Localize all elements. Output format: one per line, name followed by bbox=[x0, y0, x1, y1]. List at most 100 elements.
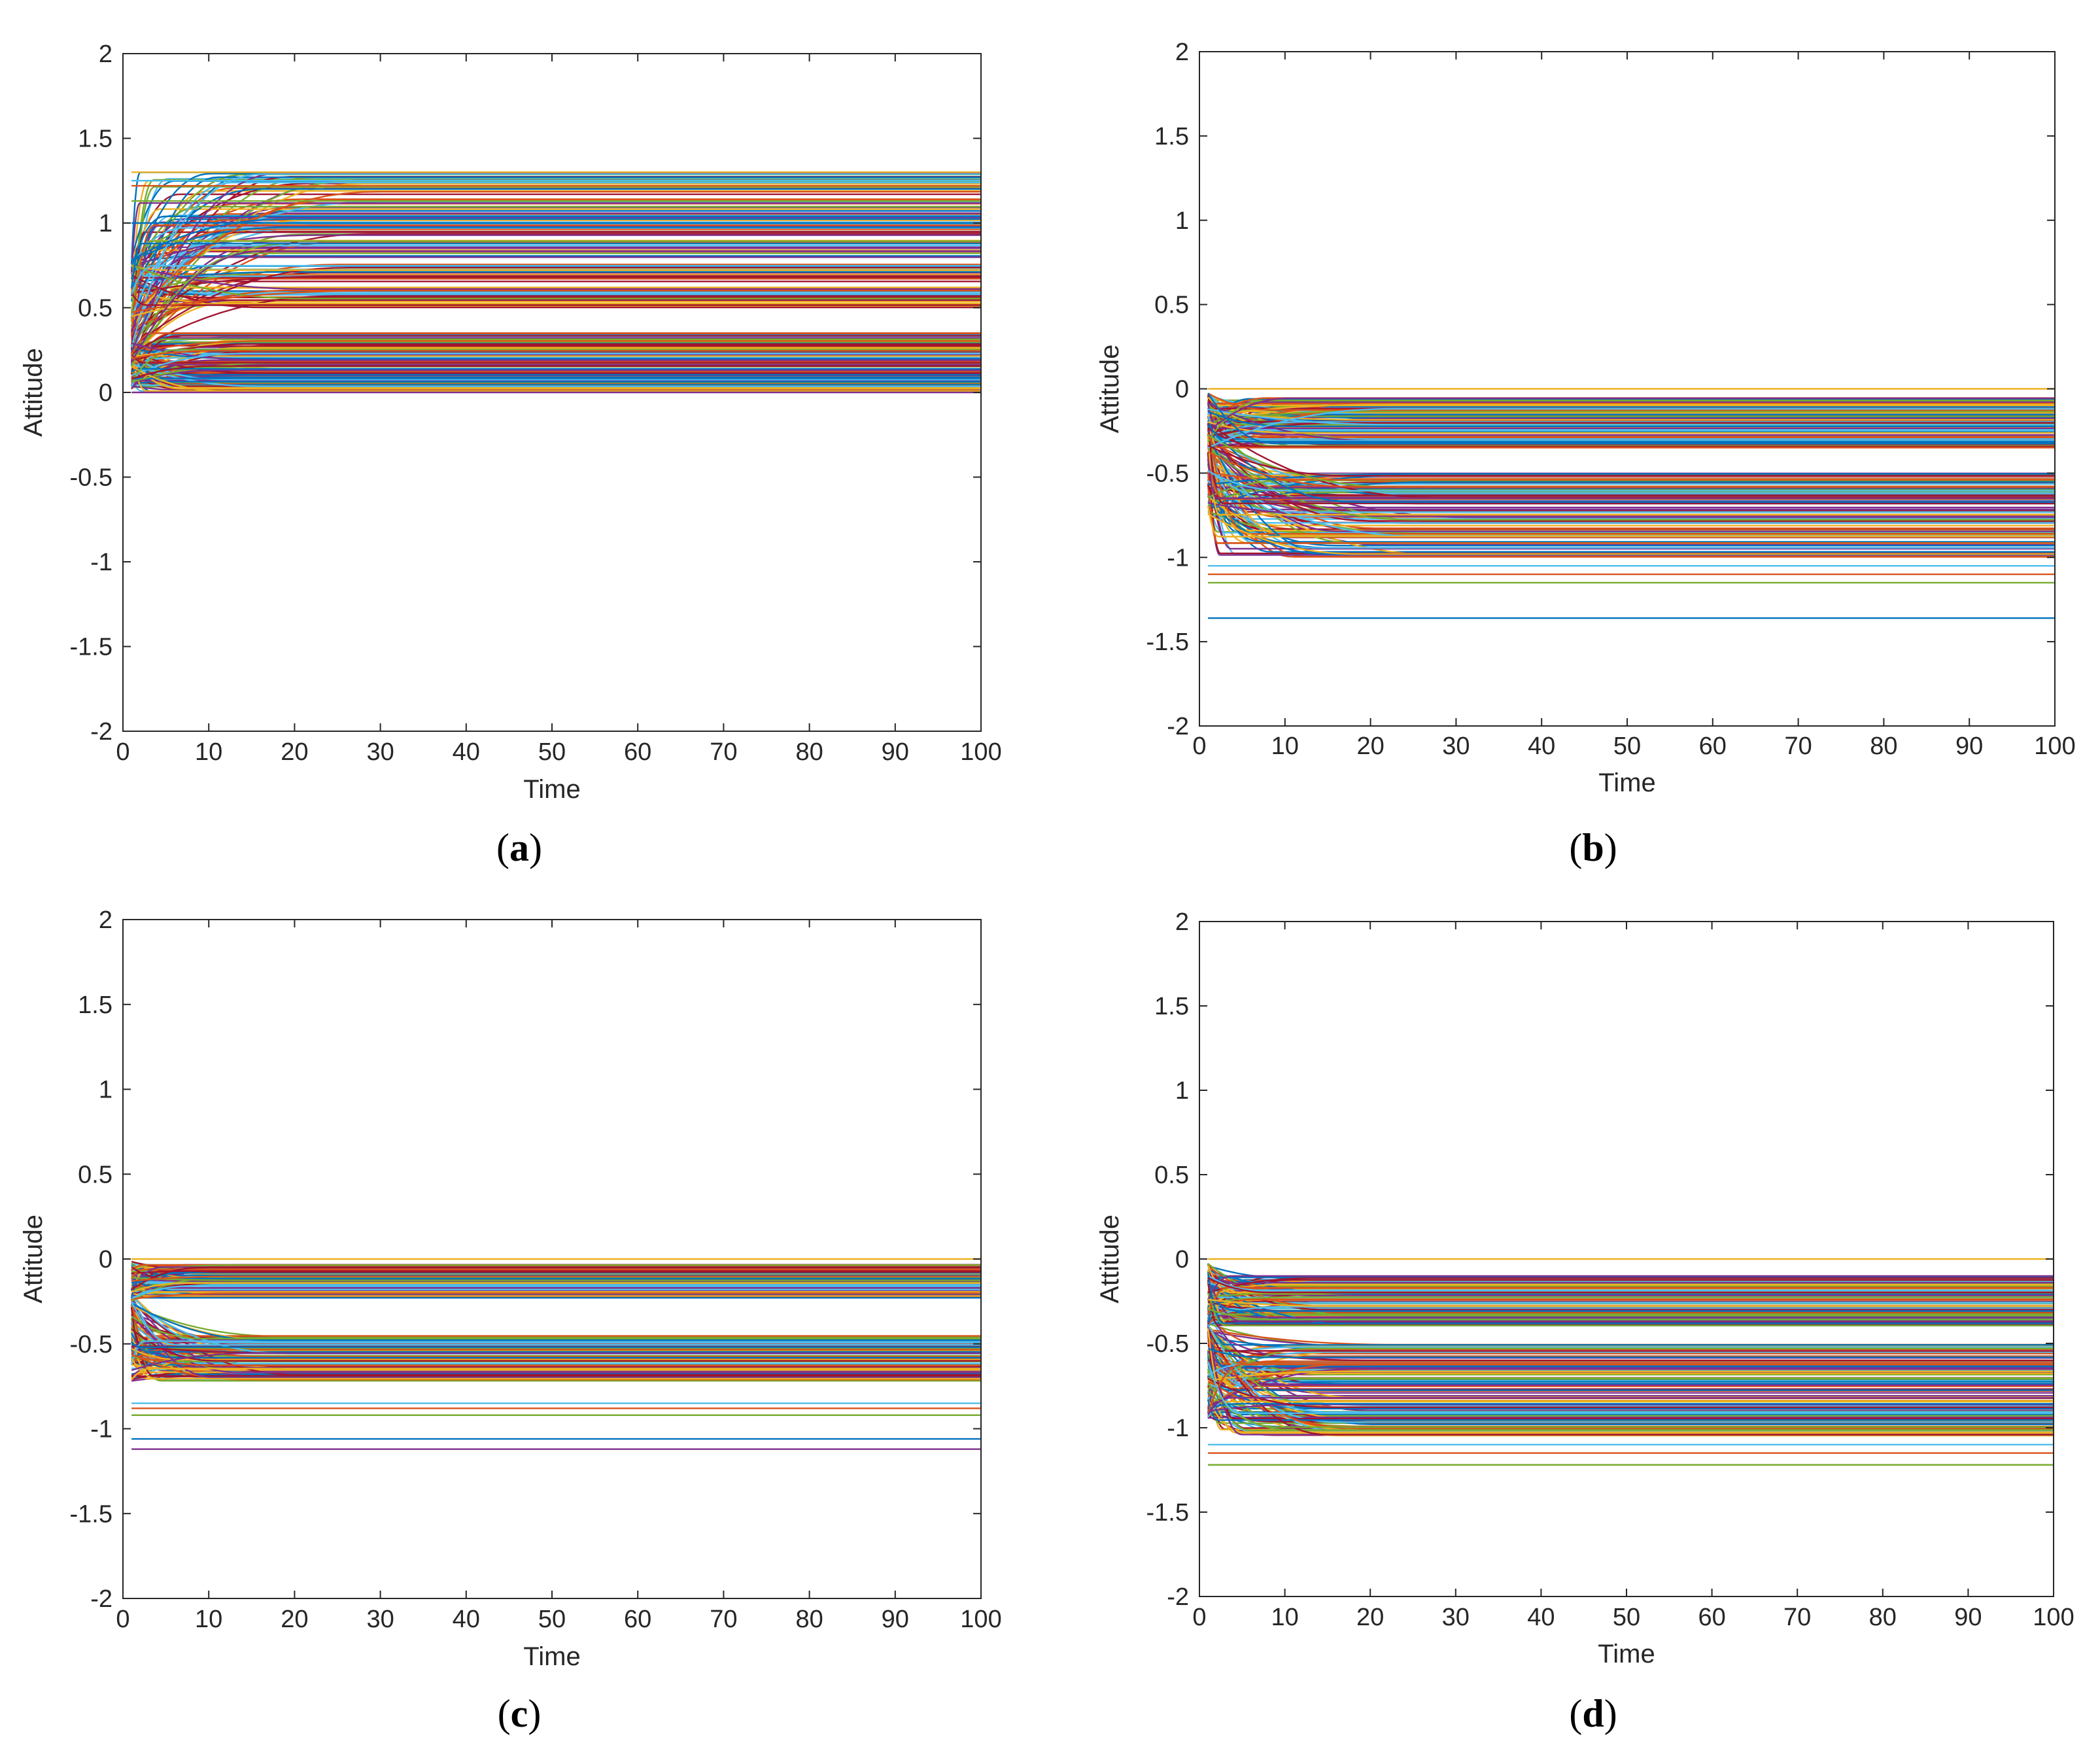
trajectory-line bbox=[131, 1341, 981, 1349]
y-tick-label: 1.5 bbox=[78, 126, 112, 153]
trajectory-line bbox=[1207, 436, 2055, 516]
y-tick-label: 0.5 bbox=[78, 295, 112, 322]
x-axis-title: Time bbox=[1598, 768, 1655, 797]
trajectory-line bbox=[131, 1352, 981, 1372]
trajectory-line bbox=[1207, 407, 2055, 449]
caption-letter: d bbox=[1582, 1692, 1604, 1735]
x-tick-label: 40 bbox=[1528, 733, 1555, 760]
trajectory-line bbox=[1207, 470, 2055, 492]
trajectory-line bbox=[131, 356, 981, 381]
trajectory-line bbox=[131, 1302, 981, 1341]
y-axis-ticks: 2 1.5 1 0.5 0 -0.5 -1 -1.5 -2 bbox=[70, 41, 981, 746]
trajectory-line bbox=[1207, 1265, 2054, 1294]
trajectory-line bbox=[130, 219, 981, 326]
x-tick-label: 90 bbox=[882, 738, 909, 766]
x-tick-label: 100 bbox=[960, 1606, 1001, 1633]
trajectory-line bbox=[131, 1328, 981, 1362]
trajectory-line bbox=[1207, 1363, 2054, 1414]
trajectory-line bbox=[1207, 1396, 2054, 1415]
trajectory-line bbox=[131, 275, 981, 294]
trajectory-line bbox=[1207, 1352, 2054, 1423]
y-tick-label: -2 bbox=[90, 718, 112, 746]
y-tick-label: -0.5 bbox=[1146, 1330, 1189, 1358]
trajectory-line bbox=[1207, 479, 2055, 543]
x-axis-title: Time bbox=[523, 1642, 580, 1671]
y-tick-label: -0.5 bbox=[70, 464, 112, 492]
trajectory-line bbox=[131, 1275, 981, 1282]
trajectory-line bbox=[1207, 424, 2055, 503]
x-axis-title: Time bbox=[1598, 1640, 1655, 1668]
trajectory-line bbox=[1207, 397, 2055, 433]
trajectory-line bbox=[1207, 502, 2055, 517]
trajectory-lines bbox=[1207, 1258, 2054, 1466]
x-tick-label: 0 bbox=[116, 738, 129, 766]
trajectory-line bbox=[1207, 1370, 2054, 1434]
x-tick-label: 30 bbox=[1442, 733, 1470, 760]
y-tick-label: 2 bbox=[1175, 908, 1189, 936]
x-tick-label: 20 bbox=[281, 738, 308, 766]
x-tick-label: 70 bbox=[710, 738, 737, 766]
trajectory-lines bbox=[1207, 388, 2055, 619]
y-tick-label: -2 bbox=[90, 1585, 112, 1613]
caption-close-paren: ) bbox=[1604, 826, 1617, 869]
y-tick-label: 1 bbox=[99, 1077, 112, 1104]
trajectory-line bbox=[1207, 408, 2055, 426]
trajectory-line bbox=[1207, 473, 2055, 485]
trajectory-line bbox=[131, 1302, 981, 1346]
x-axis-ticks: 0 10 20 30 40 50 60 70 80 90 100 bbox=[116, 920, 1002, 1633]
y-tick-label: 1.5 bbox=[1154, 123, 1189, 150]
x-tick-label: 100 bbox=[2033, 1604, 2074, 1631]
x-tick-label: 10 bbox=[1271, 1604, 1298, 1631]
y-tick-label: -0.5 bbox=[70, 1331, 112, 1358]
trajectory-line bbox=[1207, 1269, 2054, 1295]
x-tick-label: 70 bbox=[1783, 1604, 1811, 1631]
x-tick-label: 60 bbox=[1699, 733, 1727, 760]
x-tick-label: 10 bbox=[195, 1606, 222, 1633]
trajectory-line bbox=[1207, 1404, 2054, 1412]
trajectory-line bbox=[1208, 1416, 2054, 1419]
trajectory-line bbox=[1208, 1314, 2054, 1319]
x-tick-label: 30 bbox=[366, 1606, 394, 1633]
x-tick-label: 40 bbox=[1527, 1604, 1555, 1631]
trajectory-line bbox=[131, 349, 981, 382]
trajectory-line bbox=[130, 225, 981, 362]
y-tick-label: 0 bbox=[99, 379, 112, 407]
y-tick-label: -1.5 bbox=[70, 634, 112, 661]
x-tick-label: 80 bbox=[795, 1606, 823, 1633]
y-axis-title: Attitude bbox=[1095, 1215, 1124, 1303]
x-axis-title: Time bbox=[523, 775, 580, 804]
caption-close-paren: ) bbox=[1604, 1692, 1617, 1735]
trajectory-line bbox=[131, 353, 981, 377]
trajectory-line bbox=[131, 290, 981, 313]
trajectory-line bbox=[130, 352, 981, 392]
x-tick-label: 50 bbox=[1613, 733, 1641, 760]
trajectory-line bbox=[1207, 1275, 2054, 1291]
trajectory-line bbox=[1207, 479, 2055, 498]
x-tick-label: 70 bbox=[710, 1606, 737, 1633]
y-tick-label: -2 bbox=[1167, 1583, 1189, 1611]
x-tick-label: 100 bbox=[960, 738, 1001, 766]
y-tick-label: 0 bbox=[1175, 1246, 1189, 1273]
trajectory-line bbox=[130, 180, 981, 260]
trajectory-line bbox=[1207, 1277, 2054, 1322]
y-axis-title: Attitude bbox=[19, 348, 48, 437]
y-axis-ticks: 2 1.5 1 0.5 0 -0.5 -1 -1.5 -2 bbox=[1146, 908, 2054, 1611]
trajectory-line bbox=[130, 265, 981, 295]
y-tick-label: 1.5 bbox=[78, 992, 112, 1019]
trajectory-line bbox=[1207, 404, 2055, 417]
y-tick-label: -1.5 bbox=[70, 1500, 112, 1528]
caption-open-paren: ( bbox=[1569, 1692, 1582, 1735]
x-tick-label: 0 bbox=[116, 1606, 129, 1633]
x-tick-label: 80 bbox=[795, 738, 823, 766]
y-tick-label: -1.5 bbox=[1146, 629, 1189, 656]
trajectory-line bbox=[131, 226, 981, 262]
y-tick-label: 2 bbox=[99, 906, 112, 934]
chart-panel-c: 0 10 20 30 40 50 60 70 80 90 100 2 1.5 1 0.5 0 -0.5 -1 -1.… bbox=[19, 906, 1002, 1735]
trajectory-line bbox=[1207, 405, 2055, 447]
y-tick-label: 0.5 bbox=[1154, 1162, 1189, 1189]
x-tick-label: 10 bbox=[195, 738, 222, 766]
trajectory-line bbox=[1207, 392, 2055, 411]
trajectory-line bbox=[130, 182, 981, 347]
trajectory-line bbox=[1207, 470, 2055, 481]
x-tick-label: 0 bbox=[1192, 1604, 1206, 1631]
